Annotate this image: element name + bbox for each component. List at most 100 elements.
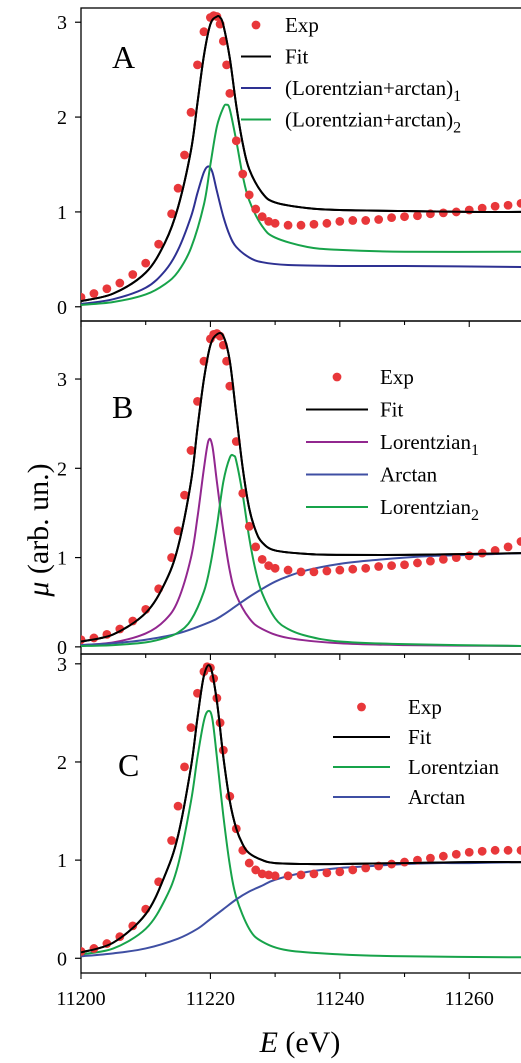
exp-data-point <box>516 537 521 546</box>
exp-data-point <box>503 542 513 552</box>
panel-data <box>81 329 521 647</box>
y-tick-label: 0 <box>57 637 67 659</box>
legend-item: Lorentzian2 <box>306 495 479 524</box>
exp-data-point <box>516 198 521 208</box>
exp-data-point <box>251 204 261 214</box>
exp-data-point <box>374 562 384 571</box>
legend-label: Lorentzian <box>408 755 499 779</box>
legend-item: Arctan <box>306 463 438 487</box>
exp-data-point <box>173 526 183 536</box>
legend-item: Arctan <box>333 785 466 809</box>
exp-data-point <box>283 871 293 881</box>
exp-data-point <box>167 209 176 219</box>
panel-label: A <box>112 39 135 75</box>
y-tick-label: 1 <box>57 548 67 570</box>
exp-data-point <box>257 554 267 564</box>
exp-data-point <box>348 564 358 574</box>
legend-item: Lorentzian <box>333 755 499 779</box>
legend-label: Arctan <box>408 785 466 809</box>
y-tick-label: 0 <box>57 948 67 970</box>
exp-data-point <box>426 853 435 863</box>
series-line-fit <box>81 332 521 643</box>
legend-item: Lorentzian1 <box>306 430 479 459</box>
exp-data-point <box>264 870 274 880</box>
exp-data-point <box>238 169 248 179</box>
exp-data-point <box>464 205 474 215</box>
x-axis-label: E (eV) <box>259 1026 341 1059</box>
exp-data-point <box>89 289 99 298</box>
exp-data-point <box>387 561 396 571</box>
exp-data-point <box>222 60 231 70</box>
y-tick-label: 1 <box>57 202 67 224</box>
y-tick-label: 2 <box>57 752 67 774</box>
exp-data-point <box>309 219 319 229</box>
exp-data-point <box>322 218 332 228</box>
exp-data-point <box>477 846 487 856</box>
legend-item: Exp <box>357 695 442 719</box>
exp-data-point <box>283 220 293 230</box>
panel-c: 0 1 2 3 C Exp Fit Lorentzian Arctan <box>57 653 521 979</box>
exp-data-point <box>374 215 384 224</box>
legend-item: Fit <box>333 725 432 749</box>
panel-label: C <box>118 747 139 783</box>
exp-data-point <box>296 220 306 230</box>
exp-data-point <box>400 560 409 570</box>
exp-data-point <box>167 836 176 845</box>
exp-data-point <box>400 212 409 222</box>
exp-data-point <box>270 563 280 573</box>
legend-item: Fit <box>241 45 309 69</box>
y-tick-label: 2 <box>57 107 67 129</box>
exp-data-point <box>503 845 513 855</box>
legend-label: Fit <box>408 725 432 749</box>
exp-data-point <box>413 211 422 221</box>
exp-data-point <box>361 216 371 225</box>
legend-label: Exp <box>285 13 319 37</box>
legend-item: (Lorentzian+arctan)1 <box>241 76 461 105</box>
panel-a: 0 1 2 3 A Exp Fit (Lorentzian+arctan)1 (Lorentzi… <box>57 7 521 327</box>
legend-marker <box>251 20 261 30</box>
exp-data-point <box>322 868 332 878</box>
legend-label: Fit <box>380 398 404 422</box>
exp-data-point <box>490 201 500 211</box>
y-axis-unit: (arb. un.) <box>22 463 55 581</box>
panel-label: B <box>112 389 133 425</box>
exp-data-point <box>186 446 196 455</box>
legend-item: (Lorentzian+arctan)2 <box>241 108 461 137</box>
exp-data-point <box>309 567 319 577</box>
exp-data-point <box>270 871 280 881</box>
series-line-lorentzian1 <box>81 437 521 647</box>
legend-item: Exp <box>251 13 319 37</box>
series-line--lorentzian-arctan-1 <box>81 165 521 305</box>
exp-data-point <box>193 60 202 70</box>
x-tick-label: 11220 <box>186 988 235 1010</box>
x-axis-unit: (eV) <box>278 1026 340 1059</box>
y-tick-label: 2 <box>57 458 67 480</box>
y-axis-label: μ (arb. un.) <box>22 463 55 597</box>
exp-data-point <box>244 190 254 200</box>
exp-data-point <box>426 556 435 566</box>
exp-data-point <box>81 635 86 645</box>
exp-data-point <box>335 217 345 226</box>
exp-data-point <box>309 869 319 879</box>
x-tick-label: 11200 <box>56 988 105 1010</box>
panel-b: 0 1 2 3 B Exp Fit Lorentzian1 Arctan Lorentzian2 <box>57 320 521 660</box>
exp-data-point <box>238 488 248 498</box>
exp-data-point <box>296 567 306 577</box>
legend: Exp Fit (Lorentzian+arctan)1 (Lorentzian+ar… <box>241 13 461 137</box>
y-tick-label: 3 <box>57 654 67 676</box>
series-line-lorentzian <box>81 709 521 959</box>
legend: Exp Fit Lorentzian Arctan <box>333 695 499 809</box>
legend-label: Exp <box>408 695 442 719</box>
y-tick-label: 0 <box>57 297 67 319</box>
exp-data-point <box>335 867 345 877</box>
panel-data <box>81 662 521 959</box>
x-axis-symbol: E <box>259 1026 278 1059</box>
series-line--lorentzian-arctan-2 <box>81 103 521 306</box>
exp-data-point <box>438 851 448 861</box>
exp-data-point <box>231 136 241 146</box>
exp-data-point <box>186 723 196 733</box>
legend-marker <box>332 372 342 382</box>
exp-data-point <box>477 203 487 213</box>
legend: Exp Fit Lorentzian1 Arctan Lorentzian2 <box>306 365 479 524</box>
